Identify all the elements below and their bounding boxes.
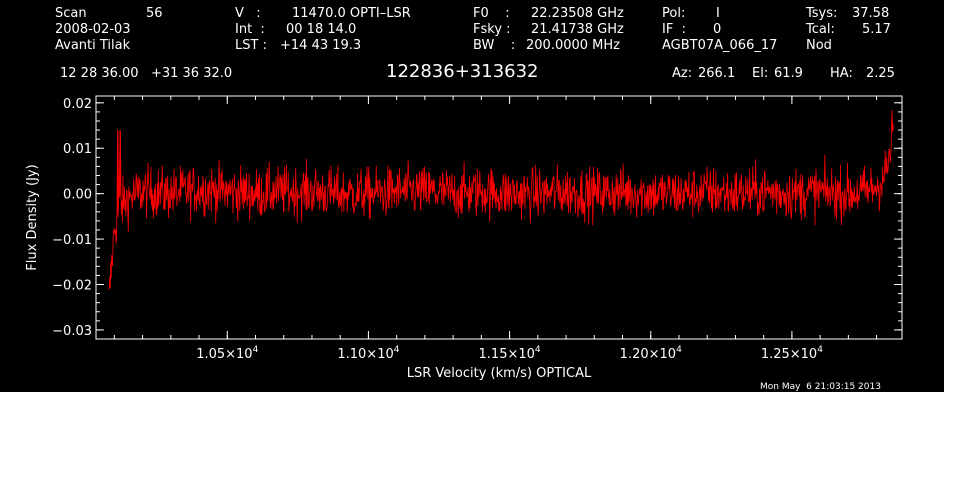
spectrum-series: [108, 110, 894, 290]
pol-value: I: [716, 6, 720, 21]
y-axis-label: Flux Density (Jy): [25, 164, 40, 270]
f0-label: F0 :: [473, 6, 510, 21]
y-tick-label: 0.00: [63, 188, 92, 203]
obs-date: 2008-02-03: [55, 22, 131, 37]
x-tick-label: 1.10×104: [337, 345, 399, 362]
project-id: AGBT07A_066_17: [662, 38, 778, 53]
axes: 0.02 0.01 0.00 −0.01 −0.02 −0.03 1.05×104 1.10×…: [52, 96, 902, 362]
if-label: IF :: [662, 22, 686, 37]
spectrum-line: [108, 110, 894, 290]
elevation-value: 61.9: [774, 66, 803, 81]
y-tick-label: −0.03: [52, 324, 92, 339]
if-value: 0: [713, 22, 722, 37]
fsky-value: 21.41738 GHz: [531, 22, 624, 37]
tcal-value: 5.17: [862, 22, 891, 37]
azimuth-value: 266.1: [698, 66, 736, 81]
spectrum-chart: 0.02 0.01 0.00 −0.01 −0.02 −0.03 1.05×104 1.10×…: [25, 95, 903, 381]
plot-timestamp: Mon May 6 21:03:15 2013: [760, 382, 881, 392]
bandwidth-label: BW :: [473, 38, 516, 53]
velocity-label: V :: [235, 6, 261, 21]
x-axis-label: LSR Velocity (km/s) OPTICAL: [407, 366, 592, 381]
source-coordinates: 12 28 36.00 +31 36 32.0: [60, 66, 233, 81]
azimuth-label: Az:: [672, 66, 693, 81]
velocity-value: 11470.0 OPTI–LSR: [292, 6, 411, 21]
integration-value: 00 18 14.0: [286, 22, 357, 37]
tcal-label: Tcal:: [806, 22, 835, 37]
plot-frame: [95, 95, 903, 340]
fsky-label: Fsky :: [473, 22, 511, 37]
tsys-value: 37.58: [852, 6, 890, 21]
integration-label: Int :: [235, 22, 265, 37]
y-tick-label: 0.02: [63, 97, 92, 112]
x-tick-label: 1.15×104: [479, 345, 541, 362]
hour-angle-label: HA:: [830, 66, 853, 81]
x-tick-label: 1.25×104: [761, 345, 823, 362]
elevation-label: El:: [752, 66, 769, 81]
f0-value: 22.23508 GHz: [531, 6, 624, 21]
y-tick-label: 0.01: [63, 142, 92, 157]
x-tick-label: 1.05×104: [196, 345, 258, 362]
x-tick-label: 1.20×104: [620, 345, 682, 362]
lst-label: LST :: [235, 38, 267, 53]
tsys-label: Tsys:: [806, 6, 838, 21]
lst-value: +14 43 19.3: [280, 38, 362, 53]
scan-number: 56: [146, 6, 163, 21]
plot-panel: Scan 56 2008-02-03 Avanti Tilak V : 1147…: [0, 0, 944, 392]
observer-name: Avanti Tilak: [55, 38, 131, 53]
source-name: 122836+313632: [386, 61, 539, 82]
scan-label: Scan: [55, 6, 87, 21]
y-tick-label: −0.01: [52, 233, 92, 248]
pol-label: Pol:: [662, 6, 686, 21]
y-tick-label: −0.02: [52, 278, 92, 293]
obs-mode: Nod: [806, 38, 832, 53]
bandwidth-value: 200.0000 MHz: [526, 38, 620, 53]
hour-angle-value: 2.25: [866, 66, 895, 81]
